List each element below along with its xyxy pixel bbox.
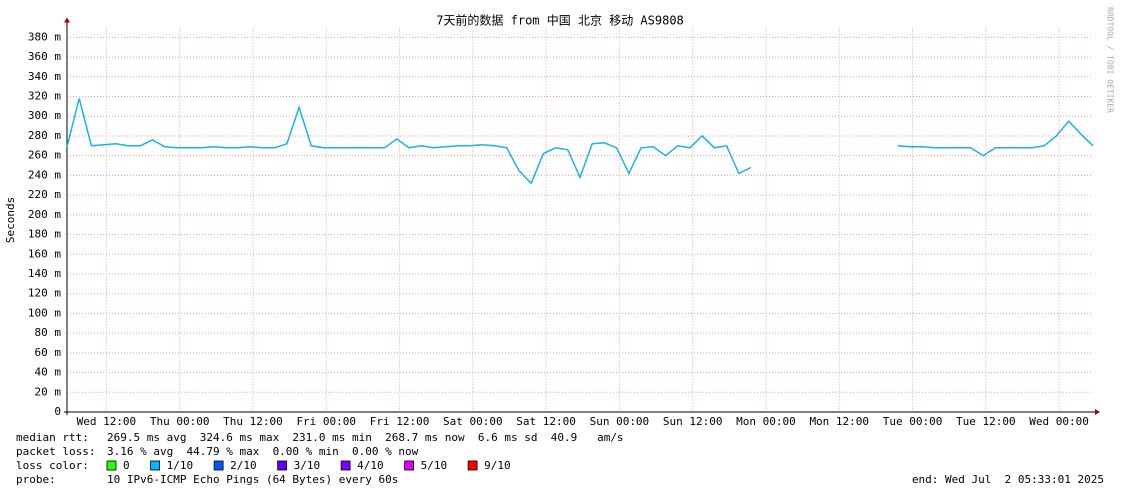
x-tick-label: Sat 12:00 — [516, 415, 576, 428]
legend-probe-label: probe: — [16, 473, 56, 486]
y-tick-label: 340 m — [28, 70, 61, 83]
watermark: RRDTOOL / TOBI OETIKER — [1106, 7, 1115, 113]
x-tick-label: Mon 00:00 — [736, 415, 796, 428]
legend-loss-text: 3.16 % avg 44.79 % max 0.00 % min 0.00 %… — [107, 445, 419, 458]
x-tick-label: Sat 00:00 — [443, 415, 503, 428]
y-tick-label: 360 m — [28, 50, 61, 63]
x-tick-label: Sun 00:00 — [590, 415, 650, 428]
y-tick-label: 100 m — [28, 306, 61, 319]
y-tick-label: 200 m — [28, 208, 61, 221]
legend-swatch — [150, 460, 161, 471]
x-tick-label: Thu 12:00 — [223, 415, 283, 428]
legend-label: 5/10 — [421, 459, 448, 472]
legend-label: 3/10 — [294, 459, 321, 472]
y-tick-label: 40 m — [35, 366, 62, 379]
y-tick-label: 120 m — [28, 287, 61, 300]
x-tick-label: Wed 00:00 — [1029, 415, 1089, 428]
legend-swatch — [106, 460, 117, 471]
legend-swatch — [340, 460, 351, 471]
axis-arrow — [1095, 409, 1100, 415]
y-tick-label: 280 m — [28, 129, 61, 142]
series-line — [66, 98, 1094, 185]
y-tick-label: 0 — [54, 405, 61, 418]
x-tick-label: Tue 00:00 — [883, 415, 943, 428]
legend-swatch — [404, 460, 415, 471]
x-tick-label: Thu 00:00 — [150, 415, 210, 428]
x-tick-label: Sun 12:00 — [663, 415, 723, 428]
legend-swatch — [277, 460, 288, 471]
legend-label: 0 — [123, 459, 130, 472]
legend-rtt-text: 269.5 ms avg 324.6 ms max 231.0 ms min 2… — [107, 431, 624, 444]
legend-label: 2/10 — [230, 459, 257, 472]
y-tick-label: 240 m — [28, 168, 61, 181]
legend-probe-text: 10 IPv6-ICMP Echo Pings (64 Bytes) every… — [107, 473, 398, 486]
y-tick-label: 320 m — [28, 90, 61, 103]
legend-label: 1/10 — [167, 459, 194, 472]
legend-loss-label: packet loss: — [16, 445, 95, 458]
legend-end-text: end: Wed Jul 2 05:33:01 2025 — [912, 473, 1104, 486]
legend-swatch — [467, 460, 478, 471]
y-axis-label: Seconds — [4, 197, 17, 243]
y-tick-label: 20 m — [35, 385, 62, 398]
x-tick-label: Fri 00:00 — [296, 415, 356, 428]
x-tick-label: Tue 12:00 — [956, 415, 1016, 428]
legend-swatch — [213, 460, 224, 471]
y-tick-label: 180 m — [28, 228, 61, 241]
y-tick-label: 380 m — [28, 30, 61, 43]
y-tick-label: 140 m — [28, 267, 61, 280]
y-tick-label: 300 m — [28, 109, 61, 122]
x-tick-label: Wed 12:00 — [77, 415, 137, 428]
y-tick-label: 60 m — [35, 346, 62, 359]
legend-label: 4/10 — [357, 459, 384, 472]
y-tick-label: 160 m — [28, 247, 61, 260]
chart-title: 7天前的数据 from 中国 北京 移动 AS9808 — [436, 13, 684, 28]
x-tick-label: Mon 12:00 — [809, 415, 869, 428]
legend-label: 9/10 — [484, 459, 511, 472]
axis-arrow — [64, 17, 70, 23]
legend-rtt-label: median rtt: — [16, 431, 89, 444]
y-tick-label: 220 m — [28, 188, 61, 201]
x-tick-label: Fri 12:00 — [370, 415, 430, 428]
y-tick-label: 80 m — [35, 326, 62, 339]
legend-color-label: loss color: — [16, 459, 89, 472]
y-tick-label: 260 m — [28, 149, 61, 162]
